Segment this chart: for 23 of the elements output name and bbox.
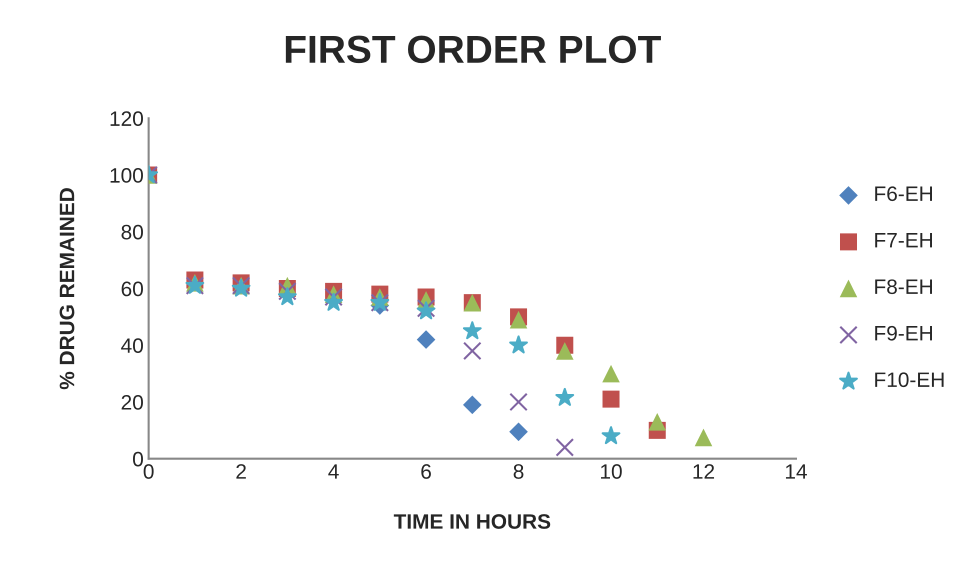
y-tick-label: 20 [122, 394, 143, 410]
legend-label: F9-EH [875, 326, 932, 341]
x-tick-label: 4 [328, 464, 339, 479]
x-tick-label: 6 [421, 464, 431, 479]
legend-label: F7-EH [875, 233, 932, 248]
x-tick-label: 12 [694, 464, 714, 479]
y-axis-title: % DRUG REMAINED [60, 188, 74, 390]
y-tick-label: 40 [121, 338, 143, 353]
y-tick-label: 80 [122, 224, 143, 240]
y-tick-label: 0 [133, 452, 143, 466]
x-axis-title: TIME IN HOURS [394, 514, 550, 529]
y-tick-label: 120 [110, 111, 143, 126]
x-tick-label: 8 [514, 464, 524, 479]
legend-label: F8-EH [875, 279, 932, 294]
y-tick-label: 60 [122, 282, 143, 296]
x-tick-label: 14 [786, 464, 807, 479]
y-tick-label: 100 [110, 168, 143, 183]
x-tick-label: 0 [144, 464, 154, 479]
legend-label: F10-EH [875, 372, 944, 388]
legend-label: F6-EH [875, 186, 932, 202]
chart-title: FIRST ORDER PLOT [286, 36, 661, 64]
x-tick-label: 2 [236, 464, 246, 479]
x-tick-label: 10 [601, 464, 622, 479]
